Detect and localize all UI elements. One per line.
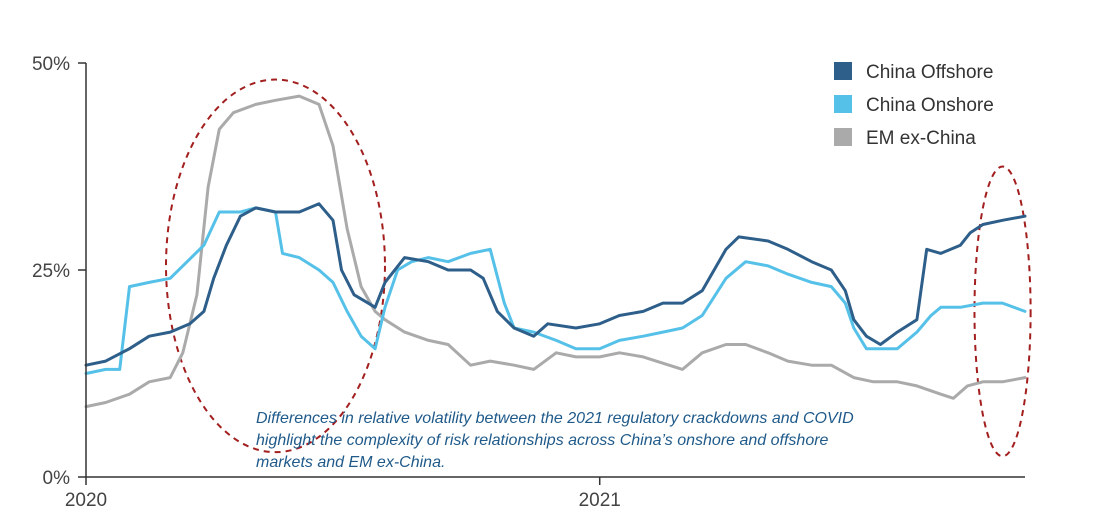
legend: China Offshore China Onshore EM ex-China: [834, 62, 994, 149]
highlight-ellipses: [165, 78, 1032, 458]
y-axis-ticks: 0% 25% 50%: [32, 54, 86, 489]
legend-swatch: [834, 128, 852, 146]
y-tick-label: 50%: [32, 54, 70, 75]
series-line-em-ex-china: [84, 94, 1027, 409]
x-axis-ticks: 2020 2021: [65, 477, 621, 511]
y-tick-label: 0%: [43, 468, 71, 489]
x-tick-label: 2021: [579, 490, 621, 511]
legend-swatch: [834, 62, 852, 80]
legend-label: China Onshore: [866, 95, 994, 116]
legend-label: China Offshore: [866, 62, 993, 83]
annotation-line: highlight the complexity of risk relatio…: [256, 432, 829, 449]
y-tick-label: 25%: [32, 261, 70, 282]
series-lines: [84, 94, 1027, 409]
series-line-china-offshore: [84, 202, 1027, 367]
highlight-ellipse-2: [973, 165, 1032, 458]
series-line-china-onshore: [84, 206, 1027, 375]
legend-label: EM ex-China: [866, 128, 976, 149]
annotation-line: markets and EM ex-China.: [256, 454, 445, 471]
annotation-note: Differences in relative volatility betwe…: [256, 410, 854, 471]
x-tick-label: 2020: [65, 490, 107, 511]
legend-swatch: [834, 95, 852, 113]
annotation-line: Differences in relative volatility betwe…: [256, 410, 854, 427]
highlight-ellipse-1: [165, 78, 386, 454]
